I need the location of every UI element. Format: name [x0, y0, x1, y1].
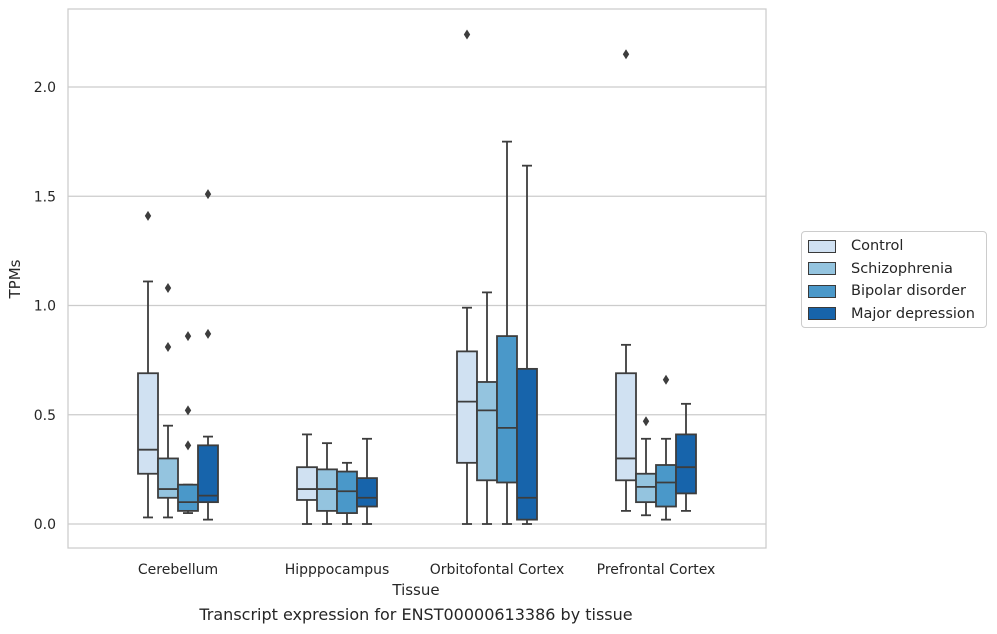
- legend-item: Bipolar disorder: [802, 280, 986, 303]
- iqr-box: [456, 350, 478, 464]
- iqr-box: [137, 372, 159, 475]
- iqr-box: [316, 468, 338, 512]
- x-tick-labels: Cerebellum Hipppocampus Orbitofontal Corte…: [138, 562, 715, 578]
- box-schizophrenia-2: [476, 291, 498, 525]
- iqr-box: [516, 367, 538, 521]
- iqr-box: [655, 464, 677, 508]
- legend-label: Major depression: [851, 305, 975, 322]
- legend-label: Control: [851, 238, 904, 255]
- x-axis-label: Tissue: [391, 581, 439, 599]
- box-bipolar-disorder-0: [177, 331, 199, 514]
- iqr-box: [635, 472, 657, 504]
- box-major-depression-1: [356, 437, 378, 525]
- outlier-point: [184, 440, 192, 451]
- x-tick-label: Hipppocampus: [285, 562, 390, 578]
- gridlines: [68, 86, 766, 525]
- box-schizophrenia-3: [635, 416, 657, 517]
- x-tick-label: Prefrontal Cortex: [597, 562, 716, 578]
- box-major-depression-3: [675, 402, 697, 512]
- plot-frame: [67, 8, 767, 549]
- y-tick-label: 1.5: [34, 189, 56, 205]
- outlier-point: [204, 189, 212, 200]
- iqr-box: [615, 372, 637, 482]
- box-major-depression-2: [516, 164, 538, 525]
- y-tick-label: 0.5: [34, 408, 56, 424]
- legend-swatch: [808, 284, 836, 298]
- legend-swatch: [808, 262, 836, 276]
- legend-item: Control: [802, 235, 986, 258]
- iqr-box: [336, 470, 358, 514]
- outlier-point: [164, 342, 172, 353]
- box-bipolar-disorder-3: [655, 374, 677, 521]
- legend: Control Schizophrenia Bipolar disorder Majo…: [801, 231, 987, 328]
- x-tick-label: Cerebellum: [138, 562, 218, 578]
- box-control-3: [615, 49, 637, 512]
- box-bipolar-disorder-1: [336, 461, 358, 525]
- legend-item: Major depression: [802, 303, 986, 326]
- box-major-depression-0: [197, 189, 219, 521]
- legend-swatch: [808, 239, 836, 253]
- box-control-0: [137, 210, 159, 519]
- outlier-point: [622, 49, 630, 60]
- iqr-box: [476, 381, 498, 482]
- iqr-box: [157, 457, 179, 499]
- legend-label: Bipolar disorder: [851, 283, 966, 300]
- outlier-point: [463, 29, 471, 40]
- box-control-2: [456, 29, 478, 525]
- y-tick-label: 2.0: [34, 80, 56, 96]
- legend-item: Schizophrenia: [802, 258, 986, 281]
- legend-swatch: [808, 307, 836, 321]
- box-control-1: [296, 433, 318, 525]
- outlier-point: [164, 283, 172, 294]
- outlier-point: [144, 210, 152, 221]
- legend-label: Schizophrenia: [851, 260, 953, 277]
- iqr-box: [675, 433, 697, 495]
- chart-caption: Transcript expression for ENST0000061338…: [199, 605, 633, 624]
- outlier-point: [204, 328, 212, 339]
- y-tick-label: 1.0: [34, 299, 56, 315]
- x-tick-label: Orbitofontal Cortex: [430, 562, 565, 578]
- iqr-box: [177, 483, 199, 512]
- box-schizophrenia-0: [157, 283, 179, 519]
- outlier-point: [184, 405, 192, 416]
- outlier-point: [642, 416, 650, 427]
- boxes-layer: [137, 29, 697, 525]
- iqr-box: [296, 466, 318, 501]
- box-schizophrenia-1: [316, 442, 338, 525]
- outlier-point: [184, 331, 192, 342]
- iqr-box: [356, 477, 378, 508]
- iqr-box: [197, 444, 219, 504]
- box-bipolar-disorder-2: [496, 140, 518, 525]
- y-axis-label: TPMs: [6, 259, 24, 299]
- outlier-point: [662, 374, 670, 385]
- y-tick-label: 0.0: [34, 517, 56, 533]
- iqr-box: [496, 335, 518, 484]
- y-tick-labels: 0.0 0.5 1.0 1.5 2.0: [34, 80, 56, 533]
